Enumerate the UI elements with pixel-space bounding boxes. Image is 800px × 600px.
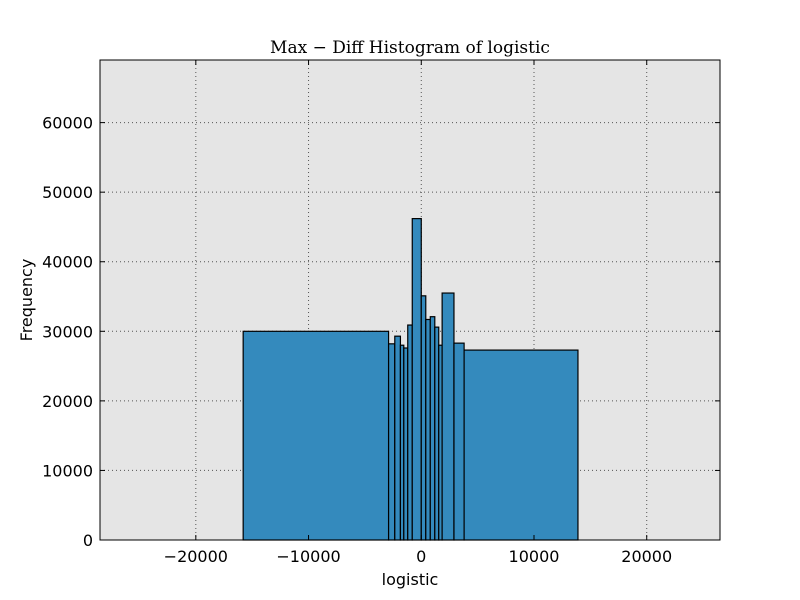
histogram-bar — [441, 292, 455, 541]
y-tick-label: 20000 — [42, 392, 93, 411]
y-axis-label: Frequency — [17, 259, 36, 342]
histogram-bar — [453, 342, 465, 541]
chart-title: Max − Diff Histogram of logistic — [270, 38, 550, 58]
histogram-bar — [394, 335, 402, 541]
histogram-bar — [429, 316, 436, 541]
y-tick-labels: 0 10000 20000 30000 40000 50000 60000 — [42, 114, 93, 550]
x-tick-label: 0 — [416, 547, 426, 566]
y-tick-label: 60000 — [42, 114, 93, 133]
histogram-bar — [242, 330, 390, 541]
histogram-bar — [411, 218, 422, 541]
histogram-bar — [407, 324, 413, 541]
histogram-bar — [425, 318, 431, 541]
y-tick-label: 40000 — [42, 253, 93, 272]
x-tick-label: 20000 — [621, 547, 672, 566]
axis-ticks — [100, 60, 720, 541]
y-tick-label: 10000 — [42, 461, 93, 480]
y-tick-label: 0 — [83, 531, 93, 550]
y-tick-label: 50000 — [42, 183, 93, 202]
x-tick-labels: −20000 −10000 0 10000 20000 — [164, 547, 673, 566]
x-tick-label: −10000 — [276, 547, 340, 566]
y-tick-label: 30000 — [42, 322, 93, 341]
x-axis-label: logistic — [382, 570, 439, 589]
histogram-bar — [387, 343, 396, 541]
plot-frame — [99, 59, 721, 541]
x-tick-label: 10000 — [509, 547, 560, 566]
histogram-bar — [420, 295, 427, 541]
x-tick-label: −20000 — [164, 547, 228, 566]
histogram-bar — [463, 349, 579, 541]
